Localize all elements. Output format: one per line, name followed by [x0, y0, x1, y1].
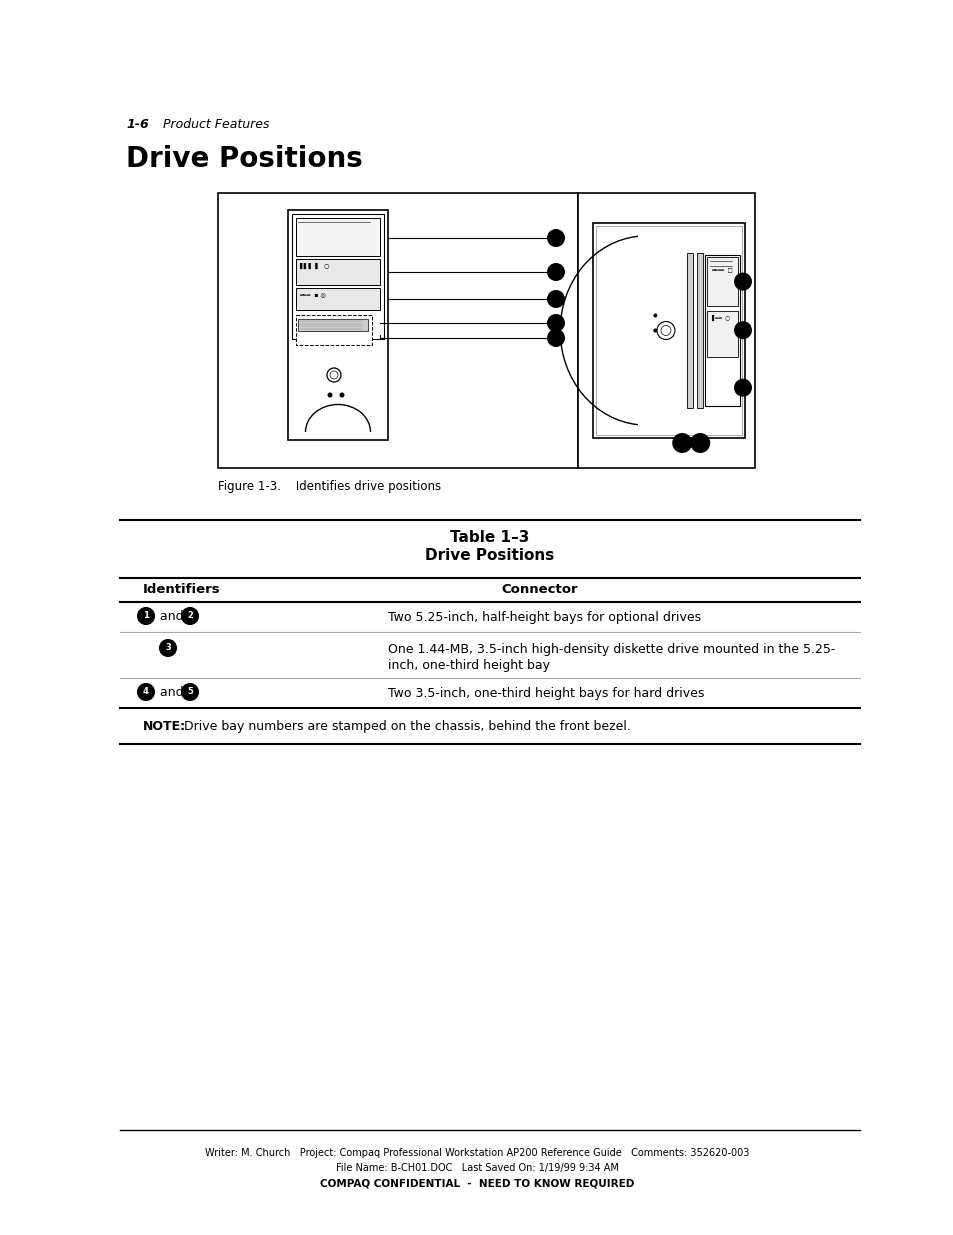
Circle shape — [327, 368, 340, 382]
Bar — [295, 259, 379, 285]
Bar — [292, 214, 384, 338]
Text: Two 3.5-inch, one-third height bays for hard drives: Two 3.5-inch, one-third height bays for … — [388, 687, 703, 700]
Bar — [297, 319, 368, 331]
Text: NOTE:: NOTE: — [143, 720, 186, 734]
Circle shape — [733, 379, 751, 396]
Circle shape — [653, 314, 657, 317]
Circle shape — [546, 314, 564, 332]
Text: Two 5.25-inch, half-height bays for optional drives: Two 5.25-inch, half-height bays for opti… — [388, 611, 700, 624]
Bar — [704, 256, 740, 406]
Text: Connector: Connector — [501, 583, 578, 597]
Text: inch, one-third height bay: inch, one-third height bay — [388, 659, 550, 672]
Circle shape — [330, 370, 337, 379]
Circle shape — [182, 684, 198, 700]
Bar — [295, 288, 379, 310]
Text: ▌══  ○: ▌══ ○ — [711, 315, 729, 321]
Text: Identifiers: Identifiers — [143, 583, 220, 597]
Text: 5: 5 — [187, 688, 193, 697]
Text: ▌▌▌ ▌  ○: ▌▌▌ ▌ ○ — [298, 263, 329, 269]
Bar — [706, 311, 738, 357]
Text: One 1.44-MB, 3.5-inch high-density diskette drive mounted in the 5.25-: One 1.44-MB, 3.5-inch high-density diske… — [388, 643, 835, 656]
Bar — [697, 253, 702, 408]
Text: Figure 1-3.    Identifies drive positions: Figure 1-3. Identifies drive positions — [218, 480, 440, 493]
Circle shape — [660, 326, 670, 336]
Circle shape — [657, 321, 675, 340]
Circle shape — [733, 273, 751, 290]
Bar — [593, 224, 744, 438]
Bar — [295, 219, 379, 256]
Text: Product Features: Product Features — [163, 119, 269, 131]
Text: Table 1–3: Table 1–3 — [450, 530, 529, 545]
Circle shape — [690, 433, 709, 453]
Text: 1: 1 — [143, 611, 149, 620]
Circle shape — [182, 608, 198, 624]
Text: Writer: M. Church   Project: Compaq Professional Workstation AP200 Reference Gui: Writer: M. Church Project: Compaq Profes… — [205, 1149, 748, 1158]
Bar — [706, 257, 738, 306]
Text: File Name: B-CH01.DOC   Last Saved On: 1/19/99 9:34 AM: File Name: B-CH01.DOC Last Saved On: 1/1… — [335, 1163, 618, 1173]
Text: and: and — [156, 685, 188, 699]
Text: 4: 4 — [143, 688, 149, 697]
Bar — [578, 193, 754, 468]
Text: 3: 3 — [165, 643, 171, 652]
Text: Drive bay numbers are stamped on the chassis, behind the front bezel.: Drive bay numbers are stamped on the cha… — [184, 720, 630, 734]
Circle shape — [653, 329, 657, 332]
Text: ════  □: ════ □ — [711, 268, 732, 273]
Bar — [218, 193, 578, 468]
Circle shape — [138, 608, 153, 624]
Text: ═══  ▪ ◎: ═══ ▪ ◎ — [298, 293, 326, 298]
Circle shape — [546, 290, 564, 308]
Text: 1-6: 1-6 — [126, 119, 149, 131]
Text: and: and — [156, 610, 188, 622]
Text: 2: 2 — [187, 611, 193, 620]
Circle shape — [733, 321, 751, 340]
Bar — [295, 315, 372, 345]
Bar — [686, 253, 693, 408]
Text: COMPAQ CONFIDENTIAL  -  NEED TO KNOW REQUIRED: COMPAQ CONFIDENTIAL - NEED TO KNOW REQUI… — [319, 1178, 634, 1188]
Circle shape — [339, 393, 344, 398]
Text: Drive Positions: Drive Positions — [126, 144, 362, 173]
Circle shape — [138, 684, 153, 700]
Circle shape — [327, 393, 333, 398]
Bar — [288, 210, 388, 440]
Circle shape — [546, 228, 564, 247]
Circle shape — [546, 329, 564, 347]
Text: Drive Positions: Drive Positions — [425, 548, 554, 563]
Circle shape — [546, 263, 564, 282]
Bar — [596, 226, 741, 435]
Circle shape — [160, 640, 175, 656]
Circle shape — [672, 433, 692, 453]
